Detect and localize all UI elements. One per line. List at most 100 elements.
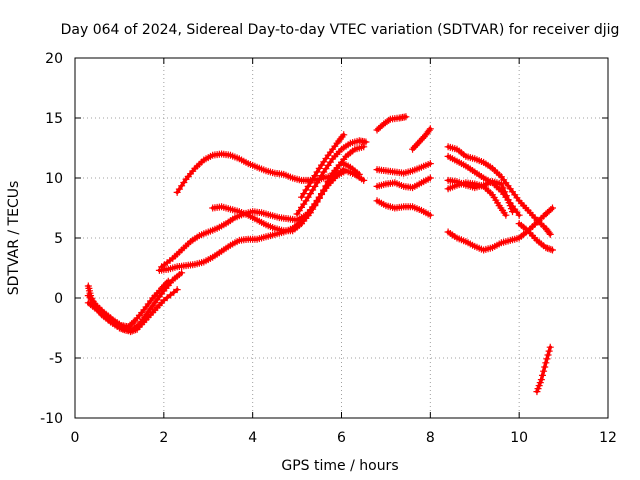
data-point <box>306 209 314 217</box>
y-tick-label: 0 <box>54 291 63 307</box>
data-point <box>329 172 337 180</box>
series-track-j <box>373 113 410 134</box>
data-point <box>315 175 323 183</box>
data-point <box>507 205 515 213</box>
data-point <box>320 187 328 195</box>
data-point <box>426 125 434 133</box>
data-point <box>126 321 134 329</box>
data-point <box>543 355 551 363</box>
x-tick-label: 4 <box>248 430 257 446</box>
x-axis-label: GPS time / hours <box>281 458 398 474</box>
data-point <box>311 202 319 210</box>
data-point <box>309 205 317 213</box>
x-tick-label: 12 <box>599 430 617 446</box>
data-point <box>504 196 512 204</box>
data-points <box>84 113 556 396</box>
data-point <box>164 277 172 285</box>
data-point <box>545 347 553 355</box>
x-tick-label: 6 <box>337 430 346 446</box>
data-point <box>315 194 323 202</box>
data-point <box>426 160 434 168</box>
data-point <box>116 323 124 331</box>
data-point <box>535 382 543 390</box>
data-point <box>178 269 186 277</box>
y-tick-label: -10 <box>40 411 63 427</box>
y-axis-label: SDTVAR / TECUs <box>6 181 22 296</box>
data-point <box>128 320 136 328</box>
series-track-u <box>533 343 554 396</box>
data-point <box>545 207 553 215</box>
data-point <box>318 191 326 198</box>
data-point <box>536 379 544 387</box>
data-point <box>499 184 507 192</box>
series-track-k <box>409 125 434 153</box>
data-point <box>322 183 330 191</box>
series-track-l <box>373 160 434 177</box>
series-track-s <box>444 204 556 254</box>
data-point <box>373 126 381 134</box>
chart-title: Day 064 of 2024, Sidereal Day-to-day VTE… <box>61 22 620 38</box>
data-point <box>545 229 553 237</box>
data-point <box>425 126 433 134</box>
data-point <box>546 230 554 238</box>
series-track-t <box>515 220 556 254</box>
data-point <box>375 125 383 132</box>
data-point <box>540 367 548 375</box>
y-tick-label: 20 <box>45 51 63 67</box>
data-point <box>426 174 434 182</box>
x-tick-label: 10 <box>510 430 528 446</box>
data-point <box>543 209 551 216</box>
data-point <box>426 211 434 219</box>
data-point <box>318 172 326 180</box>
data-point <box>362 138 370 146</box>
y-tick-label: -5 <box>49 351 63 367</box>
data-point <box>306 190 314 198</box>
data-point <box>515 211 523 219</box>
data-point <box>304 193 312 201</box>
data-point <box>548 246 556 254</box>
data-point <box>505 199 513 207</box>
data-point <box>537 376 545 384</box>
y-tick-label: 10 <box>45 171 63 187</box>
data-point <box>304 182 312 190</box>
data-point <box>538 371 546 379</box>
series-track-c <box>84 286 181 336</box>
data-point <box>331 168 339 176</box>
x-tick-label: 0 <box>71 430 80 446</box>
data-point <box>544 351 552 359</box>
data-point <box>313 179 321 187</box>
data-point <box>313 198 321 206</box>
data-point <box>548 204 556 212</box>
series-track-r <box>444 179 510 219</box>
data-point <box>501 188 509 196</box>
data-point <box>502 192 510 200</box>
axis-ticks: 0 2 4 6 8 10 12 -10 -5 0 5 10 15 20 <box>40 51 617 446</box>
data-point <box>129 318 137 326</box>
data-point <box>534 385 542 393</box>
data-point <box>309 175 317 183</box>
data-point <box>497 180 505 188</box>
data-point <box>302 186 310 194</box>
series-line <box>86 279 171 329</box>
data-point <box>309 186 317 194</box>
data-point <box>533 388 541 396</box>
data-point <box>311 182 319 190</box>
data-point <box>173 286 181 294</box>
data-point <box>541 363 549 371</box>
data-point <box>385 116 393 124</box>
data-point <box>506 202 514 210</box>
series-track-h <box>293 137 370 218</box>
data-point <box>306 179 314 187</box>
data-point <box>509 208 517 216</box>
data-point <box>313 168 321 176</box>
data-point <box>302 197 310 205</box>
x-tick-label: 8 <box>426 430 435 446</box>
series-track-g <box>209 143 368 235</box>
data-point <box>298 193 306 201</box>
data-point <box>311 172 319 180</box>
data-point <box>542 359 550 367</box>
series-track-m <box>373 174 434 192</box>
data-point <box>546 343 554 351</box>
y-tick-label: 15 <box>45 111 63 127</box>
